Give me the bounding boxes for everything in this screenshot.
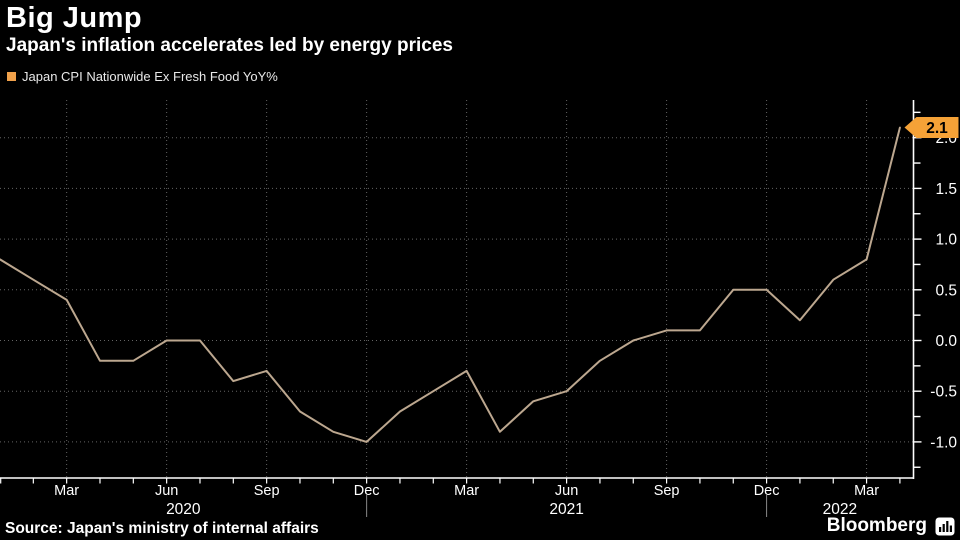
year-label: 2022 <box>823 501 857 518</box>
year-label: 2021 <box>549 501 583 518</box>
end-value-badge <box>904 117 959 139</box>
y-axis-label: 1.0 <box>935 232 957 249</box>
y-axis-label: 0.0 <box>935 333 957 350</box>
chart-title: Big Jump <box>6 2 143 34</box>
cpi-series-line <box>0 126 901 443</box>
x-month-label: Dec <box>754 483 780 499</box>
x-month-label: Dec <box>354 483 380 499</box>
y-axis-label: 1.5 <box>935 181 957 198</box>
legend-series-label: Japan CPI Nationwide Ex Fresh Food YoY% <box>22 69 278 84</box>
x-month-label: Mar <box>454 483 479 499</box>
x-month-label: Sep <box>654 483 680 499</box>
x-month-label: Mar <box>54 483 79 499</box>
y-axis-label: -1.0 <box>930 434 957 451</box>
legend: Japan CPI Nationwide Ex Fresh Food YoY% <box>7 69 278 84</box>
footer: Source: Japan's ministry of internal aff… <box>0 515 960 540</box>
y-axis-label: -0.5 <box>930 384 957 401</box>
legend-swatch-icon <box>7 72 16 81</box>
end-value-label: 2.1 <box>926 120 948 137</box>
y-axis-label: 0.5 <box>935 282 957 299</box>
x-month-label: Jun <box>155 483 178 499</box>
brand-lockup: Bloomberg <box>827 515 955 537</box>
chart-subtitle: Japan's inflation accelerates led by ene… <box>6 35 453 56</box>
brand-name: Bloomberg <box>826 515 927 536</box>
x-month-label: Sep <box>254 483 280 499</box>
bloomberg-terminal-icon <box>935 517 955 535</box>
year-label: 2020 <box>166 501 201 518</box>
source-attribution: Source: Japan's ministry of internal aff… <box>5 520 319 537</box>
x-month-label: Mar <box>854 483 879 499</box>
x-month-label: Jun <box>555 483 578 499</box>
